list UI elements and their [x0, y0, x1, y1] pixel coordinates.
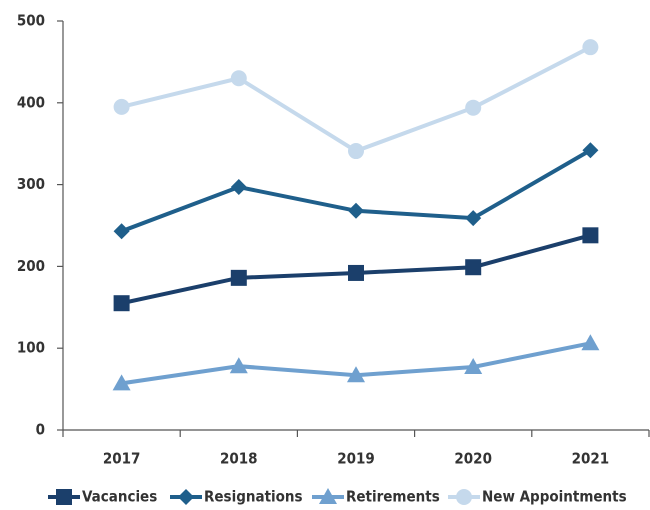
marker [348, 264, 364, 281]
marker [113, 98, 130, 115]
legend-label: New Appointments [482, 488, 627, 506]
marker [178, 489, 194, 505]
marker [348, 143, 364, 160]
y-tick-label: 200 [17, 257, 45, 275]
series-line [121, 45, 592, 154]
x-tick-label: 2017 [103, 450, 141, 468]
marker [582, 227, 599, 244]
y-tick-label: 500 [17, 12, 45, 30]
marker [465, 259, 482, 276]
marker [464, 358, 483, 375]
y-tick-label: 300 [17, 175, 45, 193]
x-tick-label: 2021 [572, 450, 610, 468]
marker [319, 488, 337, 504]
marker [112, 374, 131, 391]
marker [113, 223, 130, 240]
series-line [120, 148, 592, 234]
legend-label: Retirements [346, 488, 440, 506]
marker [465, 210, 482, 227]
marker [581, 334, 600, 351]
marker [56, 489, 72, 505]
marker [348, 202, 364, 219]
y-tick-label: 0 [36, 421, 45, 439]
x-tick-label: 2019 [337, 450, 375, 468]
marker [230, 269, 247, 286]
marker [230, 179, 247, 196]
marker [582, 142, 599, 159]
marker [465, 99, 482, 116]
marker [230, 70, 247, 87]
x-tick-label: 2020 [454, 450, 492, 468]
marker [347, 366, 365, 383]
y-tick-label: 100 [17, 339, 45, 357]
marker [113, 295, 130, 312]
legend-label: Vacancies [82, 488, 157, 506]
marker [229, 357, 248, 374]
x-tick-label: 2018 [220, 450, 258, 468]
legend-label: Resignations [204, 488, 303, 506]
y-tick-label: 400 [17, 93, 45, 111]
marker [582, 39, 599, 56]
marker [456, 489, 472, 505]
